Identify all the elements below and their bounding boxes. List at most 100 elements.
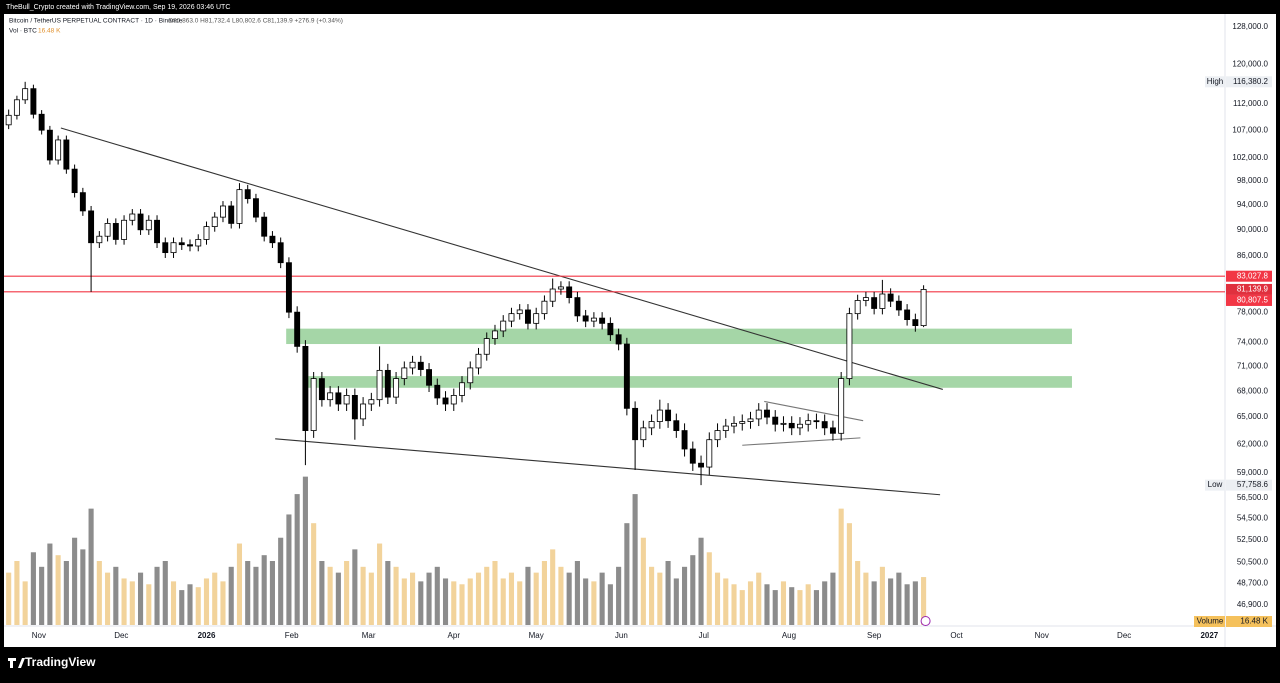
candle-body	[220, 205, 226, 218]
volume-bar	[162, 561, 168, 625]
candle-body	[294, 311, 301, 347]
candle-body	[829, 427, 836, 434]
volume-bar	[88, 508, 94, 625]
volume-bar	[410, 572, 416, 625]
price-label-box	[1226, 294, 1272, 306]
candle-body	[590, 317, 597, 322]
y-tick-label: 50,500.0	[1237, 558, 1269, 567]
volume-bar	[739, 590, 745, 625]
volume-bar	[30, 552, 36, 625]
volume-bar	[541, 561, 547, 625]
candle-body	[442, 397, 449, 405]
price-label: 116,380.2	[1233, 77, 1269, 86]
candle-body	[879, 293, 886, 309]
y-tick-label: 112,000.0	[1233, 99, 1269, 108]
support-zone	[302, 376, 1072, 388]
candle-body	[63, 139, 70, 170]
volume-bar	[344, 561, 350, 625]
volume-bar	[63, 561, 69, 625]
volume-bar	[80, 549, 86, 625]
candle-body	[640, 427, 647, 441]
candle-body	[475, 353, 482, 369]
volume-bar	[822, 581, 828, 625]
candle-body	[805, 420, 812, 425]
volume-bar	[846, 523, 852, 625]
x-tick-label: Aug	[782, 631, 796, 640]
volume-bar	[401, 578, 407, 625]
candle-body	[46, 129, 53, 161]
volume-bar	[863, 572, 869, 625]
volume-bar	[888, 578, 894, 625]
volume-bar	[624, 523, 630, 625]
volume-bar	[665, 561, 671, 625]
candle-body	[112, 223, 119, 240]
candle-body	[673, 420, 680, 431]
brand-logo: TradingView	[8, 655, 96, 669]
event-icon	[920, 616, 931, 626]
x-tick-label: 2026	[198, 631, 216, 640]
volume-bar	[690, 555, 696, 625]
candle-body	[137, 213, 144, 231]
volume-bar	[830, 572, 836, 625]
candle-body	[145, 219, 152, 231]
candle-body	[434, 384, 441, 399]
x-tick-label: Dec	[1117, 631, 1131, 640]
volume-bar	[245, 561, 251, 625]
volume-bar	[55, 555, 61, 625]
volume-bar	[467, 578, 473, 625]
y-tick-label: 65,000.0	[1237, 412, 1269, 421]
volume-bar	[904, 584, 910, 625]
volume-bar	[319, 561, 325, 625]
candle-body	[582, 315, 589, 322]
volume-bar	[459, 584, 465, 625]
candle-body	[71, 168, 78, 194]
price-tag-box	[1205, 76, 1225, 88]
volume-bar	[228, 566, 234, 625]
y-tick-label: 74,000.0	[1237, 338, 1269, 347]
volume-bar	[550, 549, 556, 625]
candle-body	[656, 409, 663, 422]
candle-body	[920, 289, 927, 327]
volume-bar	[756, 572, 762, 625]
volume-bar	[632, 494, 638, 625]
price-label: 81,139.9	[1237, 285, 1269, 294]
y-tick-label: 48,700.0	[1237, 578, 1269, 587]
volume-bar	[896, 572, 902, 625]
volume-bar	[714, 572, 721, 625]
volume-bar	[335, 572, 341, 625]
trend-line	[275, 438, 941, 496]
candle-body	[178, 242, 185, 246]
volume-bar	[302, 476, 308, 625]
candle-body	[648, 421, 655, 429]
candle-body	[549, 288, 556, 302]
volume-bar	[294, 494, 300, 625]
y-tick-label: 78,000.0	[1237, 307, 1269, 316]
candle-body	[30, 88, 37, 115]
candle-body	[13, 99, 20, 116]
candle-body	[401, 367, 408, 379]
candle-body	[764, 409, 770, 418]
volume-bar	[789, 587, 795, 625]
volume-bar	[253, 566, 259, 625]
y-tick-label: 62,000.0	[1237, 439, 1269, 448]
volume-bar	[72, 537, 78, 625]
candle-body	[129, 213, 136, 221]
candle-body	[714, 430, 721, 441]
candle-body	[780, 422, 787, 425]
candle-body	[409, 361, 416, 369]
volume-bar	[879, 566, 885, 625]
volume-bar	[278, 537, 284, 625]
volume-bar	[616, 566, 622, 625]
volume-bar	[220, 581, 226, 625]
volume-bar	[682, 566, 688, 625]
volume-bar	[212, 572, 218, 625]
volume-bar	[129, 581, 135, 625]
candle-body	[244, 189, 251, 200]
candle-body	[813, 420, 820, 423]
candle-body	[335, 392, 342, 405]
volume-bar	[533, 572, 539, 625]
candle-body	[22, 88, 29, 101]
candle-body	[5, 114, 12, 126]
volume-bar	[426, 572, 432, 625]
